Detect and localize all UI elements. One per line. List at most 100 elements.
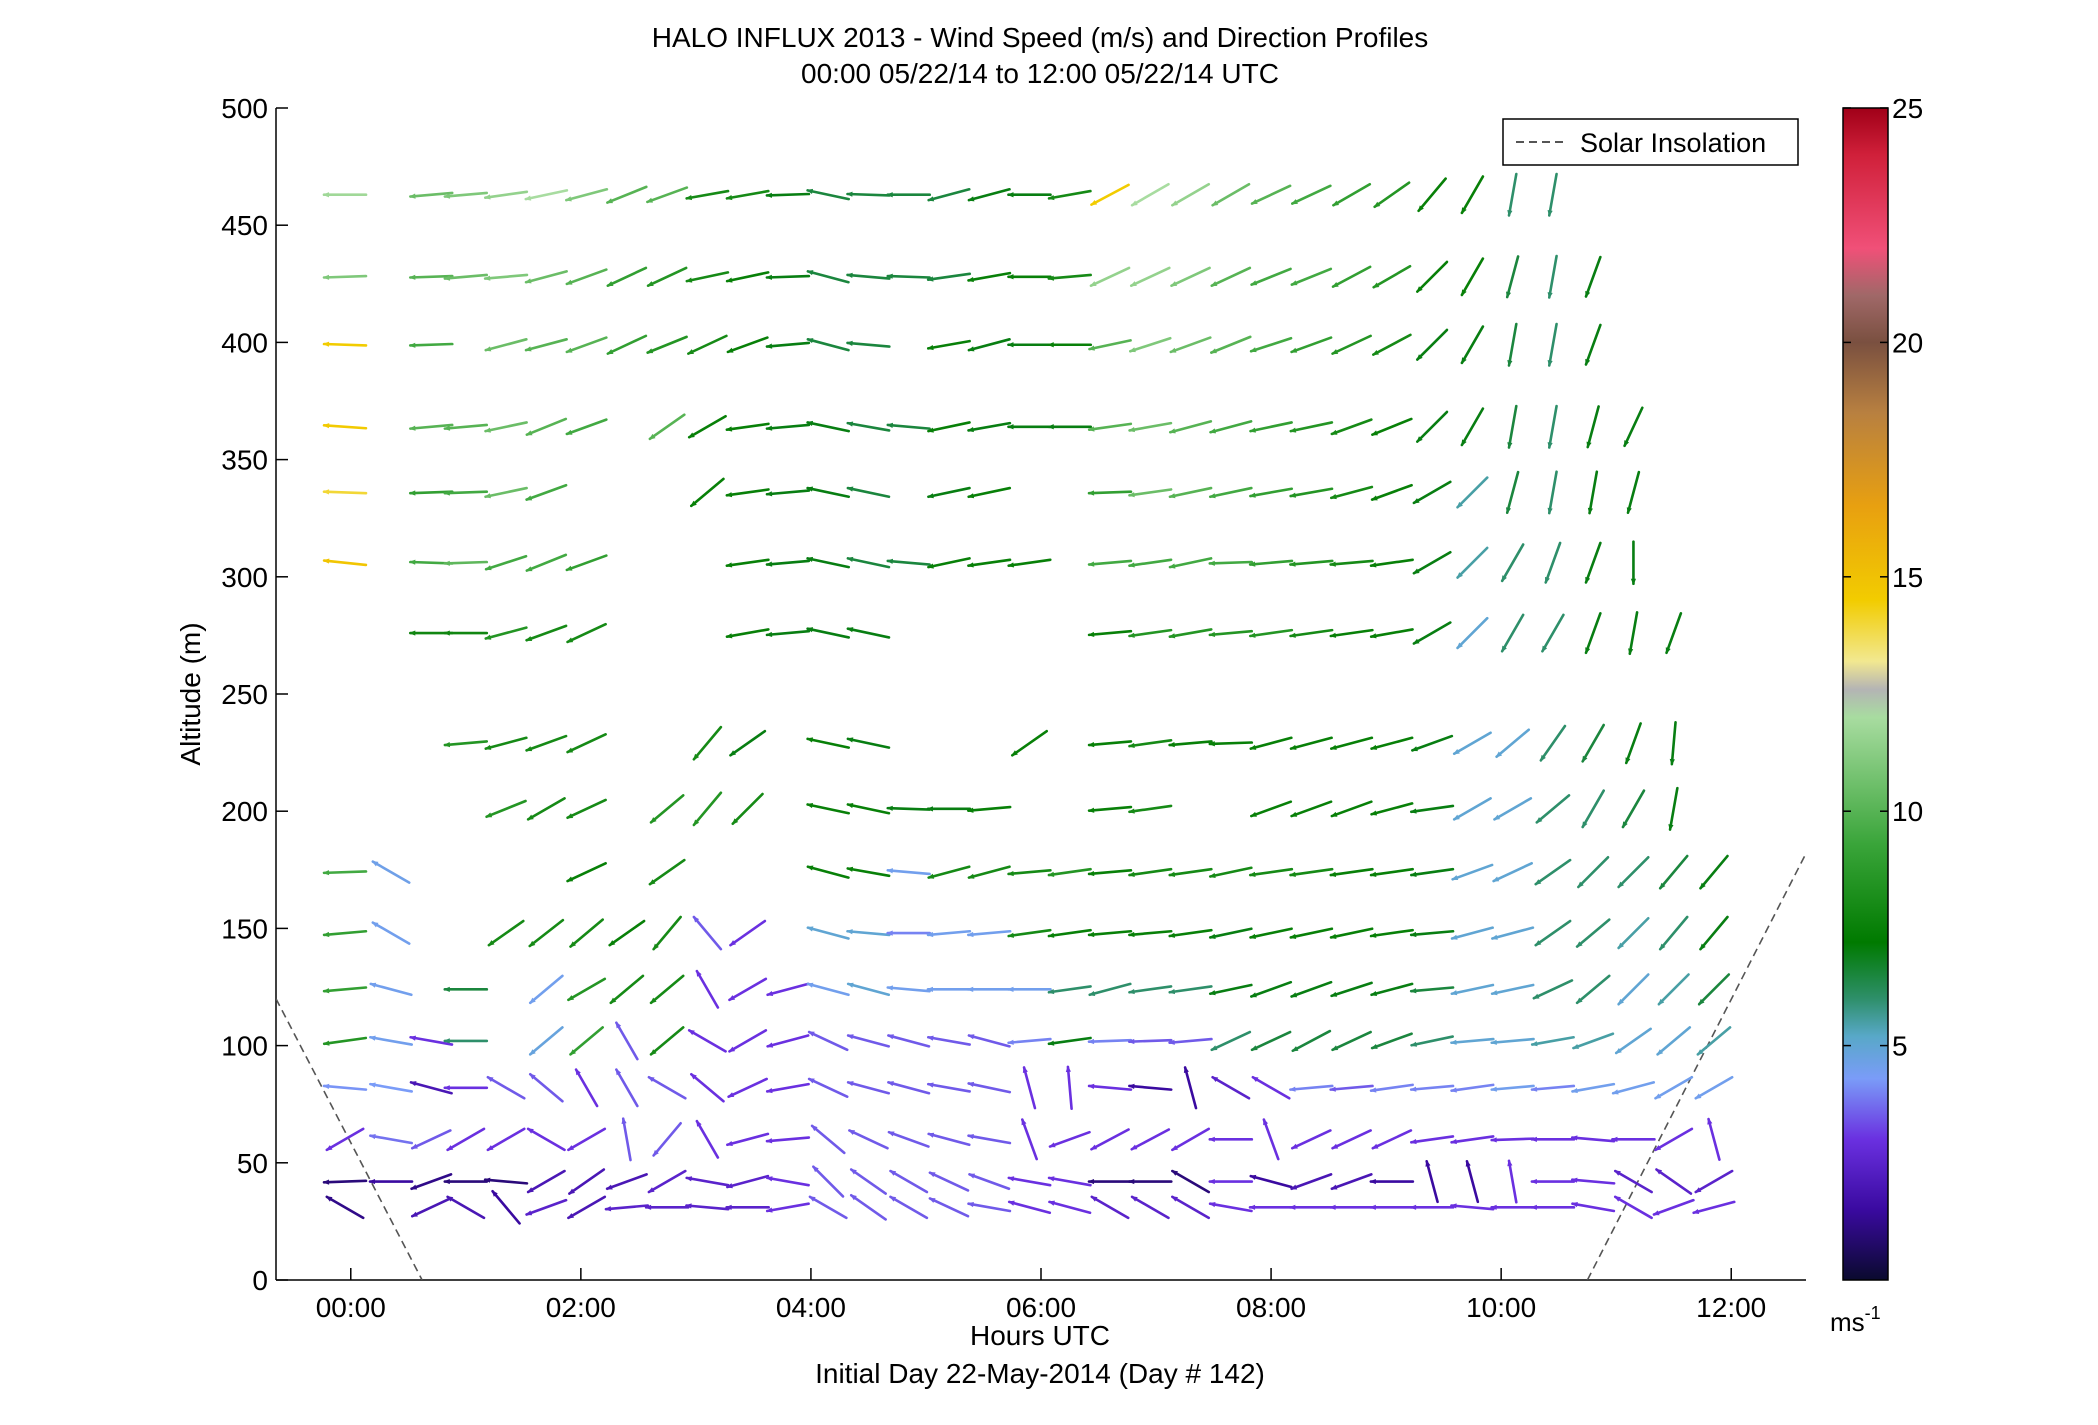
wind-vector-head [1450,1139,1457,1145]
colorbar-frame [1842,107,1889,1281]
wind-vector [446,1195,486,1220]
wind-vector-shaft [1617,973,1650,1006]
colorbar-tick-label: 15 [1892,562,1923,593]
wind-vector-shaft [647,1169,687,1194]
wind-vector [926,557,971,569]
wind-vector [886,558,931,566]
wind-vector-shaft [1547,172,1558,217]
wind-vector-shaft [1289,736,1333,750]
wind-vector-shaft [806,627,851,639]
wind-vector-head [565,429,573,435]
wind-vector [484,626,528,640]
wind-vector [646,335,688,354]
wind-vector [325,1195,365,1220]
wind-vector [726,336,769,354]
wind-vector [806,982,850,997]
wind-vector-head [1461,289,1467,297]
wind-vector-shaft [565,554,608,572]
wind-vector-head [1087,426,1095,432]
wind-vector-head [966,986,974,992]
wind-vector-head [615,1068,622,1076]
solar-insolation-line-right [1586,853,1806,1280]
wind-vector-head [1332,200,1340,206]
wind-vector [765,423,811,431]
wind-vector-head [1263,1118,1269,1126]
wind-vector-shaft [1208,927,1253,939]
wind-vector [1249,800,1293,818]
wind-vector-head [725,562,733,568]
wind-vector-head [1249,347,1257,353]
wind-vector [322,1083,368,1091]
wind-vector-head [765,192,773,198]
wind-vector-head [1490,1039,1497,1045]
wind-vector-shaft [1128,804,1173,814]
wind-vector-shaft [726,1174,770,1189]
wind-vector [1183,1066,1198,1110]
wind-vector-shaft [846,421,891,432]
wind-vector [1248,628,1294,638]
wind-vector-head [443,1038,450,1044]
wind-vector-shaft [1047,928,1092,938]
wind-vector [443,740,489,748]
wind-vector [1087,1038,1133,1045]
wind-vector-head [1495,751,1503,758]
wind-vector [1128,804,1173,814]
wind-vector-shaft [1626,470,1641,515]
wind-vector [646,266,688,287]
wind-vector-shaft [606,334,648,355]
wind-vector [1613,1169,1653,1194]
wind-vector [886,273,931,279]
wind-vector-shaft [967,271,1012,282]
wind-vector-head [967,1134,974,1140]
wind-vector [887,1130,930,1148]
wind-vector-head [409,1035,416,1041]
wind-vector-head [1087,870,1095,877]
wind-vector-head [1371,430,1379,436]
wind-vector-shaft [568,1168,606,1195]
wind-vector [1331,334,1372,355]
wind-vector-shaft [1210,266,1252,287]
wind-vector [1250,1030,1292,1052]
wind-vector [1006,986,1052,992]
wind-vector-head [967,1081,975,1088]
wind-vector [443,1178,489,1185]
wind-vector [1373,181,1411,209]
wind-vector [686,334,728,355]
wind-vector-head [443,986,450,992]
wind-vector-shaft [1168,928,1213,938]
wind-vector-head [967,873,975,879]
wind-vector [1490,1137,1535,1143]
wind-vector [524,338,568,352]
wind-vector [647,1075,687,1100]
wind-vector [649,794,685,824]
wind-vector-head [725,633,733,639]
wind-vector [725,1204,770,1210]
wind-vector-shaft [1507,1159,1518,1204]
wind-vector [846,737,891,749]
wind-vector-head [1452,748,1460,755]
wind-vector-shaft [1541,613,1565,653]
wind-vector [1694,1169,1734,1194]
wind-vector-head [1369,871,1377,877]
wind-vector-head [524,346,532,352]
wind-vector [1369,928,1414,938]
wind-vector-head [1128,742,1135,749]
wind-vector [926,1082,971,1093]
wind-vector-head [1208,1201,1216,1208]
wind-vector [848,1129,889,1150]
wind-vector [1370,736,1414,750]
wind-vector-shaft [725,628,770,639]
wind-vector-head [1208,872,1216,879]
wind-vector-shaft [1329,1084,1374,1091]
wind-vector-shaft [1171,1127,1211,1152]
wind-vector [926,806,972,812]
wind-vector-shaft [687,334,728,355]
wind-vector [967,338,1011,352]
wind-vector-head [322,274,330,280]
wind-vector-shaft [849,1168,887,1195]
wind-vector [1249,980,1293,998]
wind-vector-shaft [1329,628,1374,638]
wind-vector [1655,1168,1693,1195]
wind-vector-shaft [765,1176,810,1187]
wind-vector-shaft [410,1173,453,1191]
